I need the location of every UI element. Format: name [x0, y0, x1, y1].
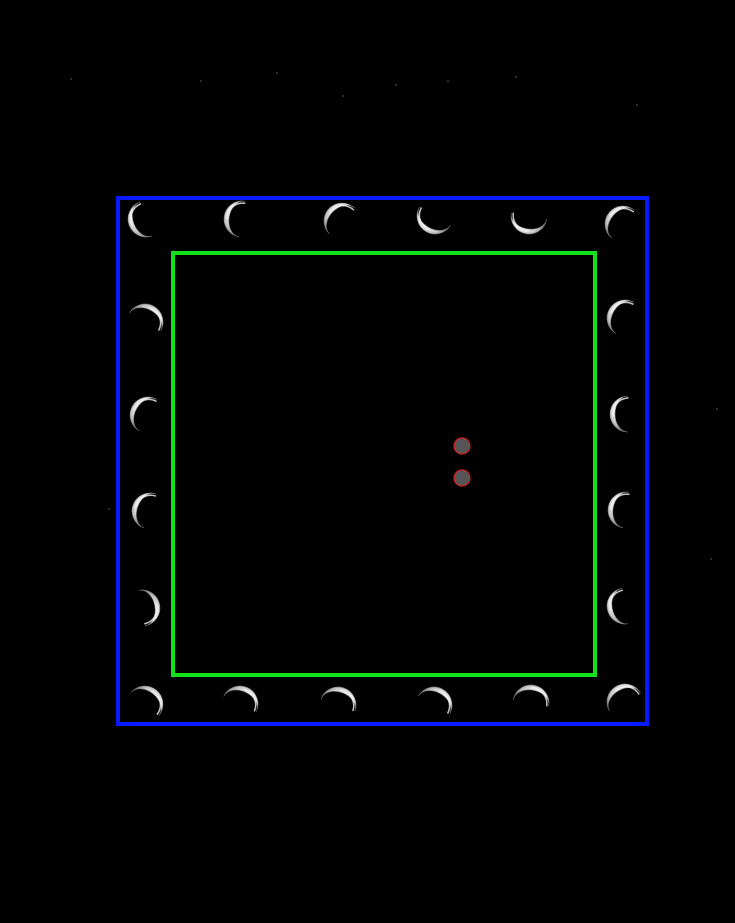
star-speck	[716, 408, 718, 410]
star-speck	[200, 80, 202, 82]
star-speck	[515, 76, 517, 78]
moon-tiles	[127, 200, 641, 716]
crescent-moon-icon	[609, 395, 629, 433]
crescent-moon-icon	[223, 200, 246, 238]
star-speck	[342, 95, 344, 97]
crescent-moon-icon	[129, 303, 164, 332]
star-speck	[447, 80, 449, 82]
markers	[453, 437, 471, 487]
star-speck	[108, 508, 110, 510]
star-speck	[395, 84, 397, 86]
star-speck	[70, 78, 72, 80]
star-speck	[636, 104, 638, 106]
crescent-moon-icon	[604, 205, 635, 239]
crescent-moon-icon	[510, 212, 548, 235]
outer-frame	[116, 196, 649, 726]
target-dot-icon[interactable]	[453, 469, 471, 487]
crescent-moon-icon	[130, 685, 164, 716]
crescent-moon-icon	[323, 202, 355, 234]
crescent-moon-icon	[512, 684, 550, 707]
inner-frame	[171, 251, 597, 677]
crescent-moon-icon	[607, 491, 630, 529]
star-speck	[276, 72, 278, 74]
crescent-moon-icon	[127, 201, 153, 238]
star-speck	[710, 558, 712, 560]
target-dot-icon[interactable]	[453, 437, 471, 455]
crescent-moon-icon	[320, 686, 357, 712]
